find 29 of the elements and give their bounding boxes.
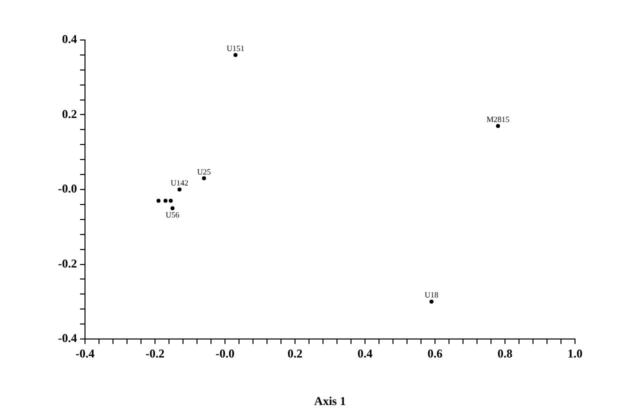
point: [496, 124, 500, 128]
data-label: U18: [424, 290, 438, 300]
point: [168, 198, 173, 203]
point: [170, 206, 174, 210]
point: [430, 300, 434, 304]
x-tick-label: 0.4: [358, 346, 372, 360]
data-label: U56: [166, 210, 180, 220]
y-tick-label: -0.4: [58, 331, 77, 346]
x-tick-label: 0.8: [498, 346, 512, 360]
x-tick-label: -0.4: [76, 346, 94, 360]
x-tick-label: -0.2: [146, 346, 164, 360]
point: [178, 188, 182, 192]
y-tick-label: -0.2: [58, 256, 77, 270]
data-label: M2815: [486, 115, 510, 124]
data-label: U25: [197, 167, 211, 176]
data-label: U151: [226, 44, 244, 54]
point: [234, 52, 238, 57]
y-tick-label: -0.0: [58, 182, 77, 196]
x-tick-label: -0.0: [216, 346, 234, 360]
y-tick-label: 0.2: [62, 106, 77, 121]
point: [156, 198, 160, 203]
point: [164, 198, 168, 203]
x-tick-label: 0.2: [288, 346, 302, 360]
x-axis-title: Axis 1: [314, 394, 346, 408]
x-tick-label: 0.6: [428, 346, 442, 360]
data-label: U142: [170, 178, 188, 188]
y-tick-label: 0.4: [62, 32, 77, 46]
x-tick-label: 1.0: [568, 346, 582, 360]
point: [202, 176, 206, 180]
